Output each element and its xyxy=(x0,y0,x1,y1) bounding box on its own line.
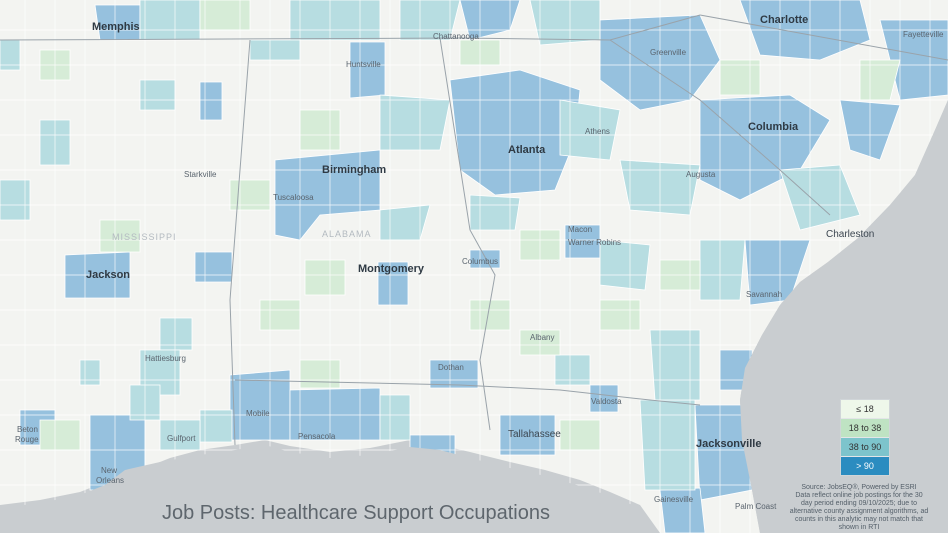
source-line: counts in this analytic may not match th… xyxy=(794,516,923,523)
gulf-of-mexico-top xyxy=(0,445,660,533)
source-note: Source: JobsEQ®, Powered by ESRI Data re… xyxy=(778,484,940,532)
city-montgomery: Montgomery xyxy=(358,263,425,275)
legend-item-18-38: 18 to 38 xyxy=(841,418,889,437)
map-title: Job Posts: Healthcare Support Occupation… xyxy=(162,502,550,524)
city-dothan: Dothan xyxy=(438,363,464,372)
city-jacksonville: Jacksonville xyxy=(696,438,761,450)
city-albany: Albany xyxy=(530,333,554,342)
city-augusta: Augusta xyxy=(686,170,716,179)
atlantic-ocean-top xyxy=(740,100,948,533)
state-label-mississippi: MISSISSIPPI xyxy=(112,232,177,242)
city-tuscaloosa: Tuscaloosa xyxy=(273,193,314,202)
city-pensacola: Pensacola xyxy=(298,432,336,441)
counties-38-to-90 xyxy=(0,0,948,491)
city-tallahassee: Tallahassee xyxy=(508,429,561,440)
source-line: alternative county assignment algorithms… xyxy=(789,508,929,515)
city-athens: Athens xyxy=(585,127,610,136)
city-columbia: Columbia xyxy=(748,121,799,133)
legend-item-38-90: 38 to 90 xyxy=(841,437,889,456)
source-line: Source: JobsEQ®, Powered by ESRI xyxy=(801,484,917,491)
city-valdosta: Valdosta xyxy=(591,397,622,406)
source-line: day period ending 09/10/2025; due to xyxy=(801,500,917,507)
city-macon: Macon xyxy=(568,225,592,234)
city-savannah: Savannah xyxy=(746,290,782,299)
city-greenville: Greenville xyxy=(650,48,687,57)
city-columbus: Columbus xyxy=(462,257,498,266)
state-label-alabama: ALABAMA xyxy=(322,229,372,239)
legend-item-gt-90: > 90 xyxy=(841,456,889,475)
city-new-orleans-1: New xyxy=(101,466,117,475)
city-gainesville: Gainesville xyxy=(654,495,694,504)
city-charleston: Charleston xyxy=(826,229,874,240)
city-hattiesburg: Hattiesburg xyxy=(145,354,186,363)
city-mobile: Mobile xyxy=(246,409,270,418)
state-borders xyxy=(0,14,948,446)
city-birmingham: Birmingham xyxy=(322,164,386,176)
city-chattanooga: Chattanooga xyxy=(433,32,479,41)
city-atlanta: Atlanta xyxy=(508,144,546,156)
city-memphis: Memphis xyxy=(92,21,140,33)
city-fayetteville: Fayetteville xyxy=(903,30,944,39)
city-starkville: Starkville xyxy=(184,170,217,179)
city-warner-robins: Warner Robins xyxy=(568,238,621,247)
city-huntsville: Huntsville xyxy=(346,60,381,69)
city-palm-coast: Palm Coast xyxy=(735,502,777,511)
city-jackson-ms: Jackson xyxy=(86,269,130,281)
source-line: shown in RTI xyxy=(838,524,880,531)
city-new-orleans-2: Orleans xyxy=(96,476,124,485)
city-gulfport: Gulfport xyxy=(167,434,196,443)
city-charlotte: Charlotte xyxy=(760,14,808,26)
city-labels: Memphis Charlotte Fayetteville Chattanoo… xyxy=(15,14,944,511)
city-baton-rouge-2: Rouge xyxy=(15,435,39,444)
map-legend: ≤ 18 18 to 38 38 to 90 > 90 xyxy=(840,399,890,476)
legend-item-le-18: ≤ 18 xyxy=(841,400,889,418)
source-line: Data reflect online job postings for the… xyxy=(795,492,923,499)
city-baton-rouge-1: Beton xyxy=(17,425,38,434)
